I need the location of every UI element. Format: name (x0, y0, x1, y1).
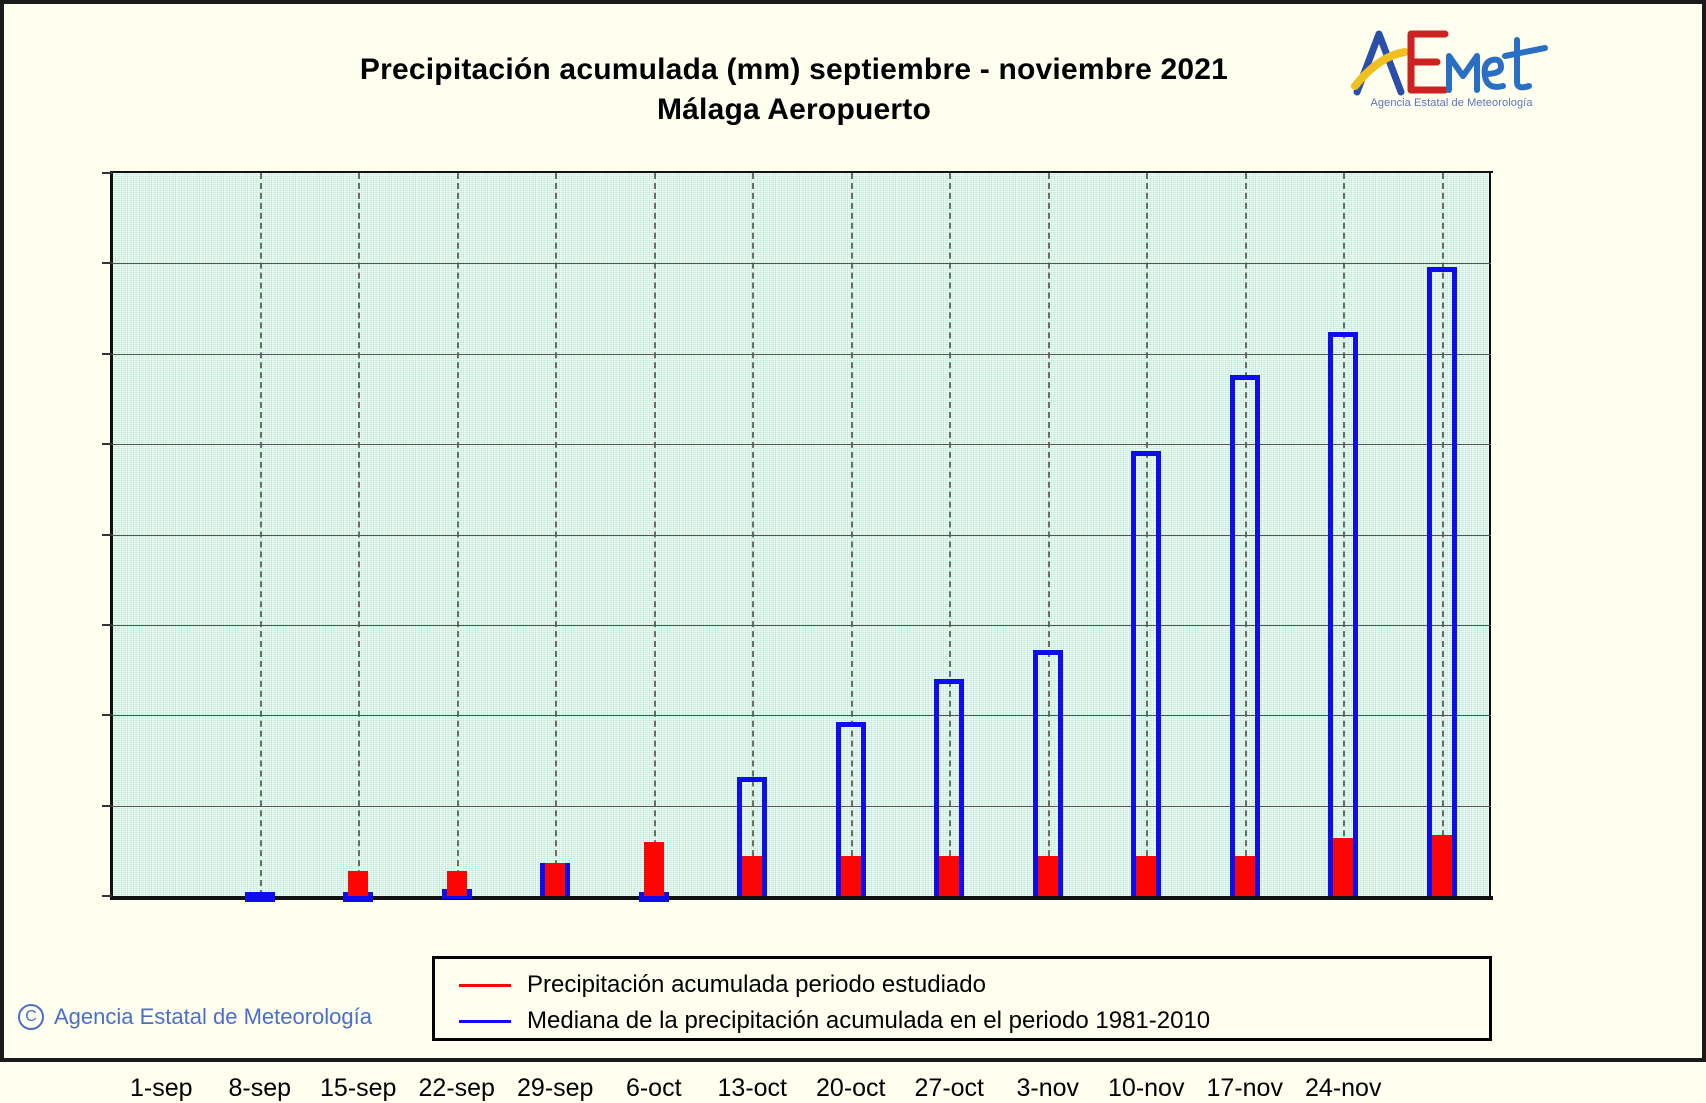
y-axis-tick (102, 262, 112, 265)
x-axis-label: 29-sep (517, 1074, 594, 1102)
gridline-vertical (358, 173, 361, 896)
x-axis-label: 22-sep (418, 1074, 495, 1102)
bar-accumulated (742, 856, 763, 896)
footer-text: Agencia Estatal de Meteorología (54, 1004, 372, 1029)
bar-accumulated (1333, 838, 1354, 896)
footer-copyright: C Agencia Estatal de Meteorología (18, 1004, 372, 1030)
page-title: Precipitación acumulada (mm) septiembre … (154, 50, 1434, 130)
title-line-2: Málaga Aeropuerto (656, 93, 931, 126)
y-axis-tick (102, 352, 112, 355)
gridline-vertical (456, 173, 459, 896)
bar-accumulated (348, 870, 369, 896)
x-axis-label: 6-oct (625, 1074, 682, 1102)
copyright-icon: C (18, 1004, 44, 1030)
gridline-horizontal (112, 715, 1491, 717)
gridline-horizontal (112, 624, 1491, 626)
x-axis-label: 17-nov (1206, 1074, 1283, 1102)
legend-item-accumulated: Precipitación acumulada periodo estudiad… (459, 967, 1489, 1003)
gridline-vertical (1146, 173, 1149, 896)
bar-accumulated (939, 856, 960, 896)
y-axis-tick (102, 172, 112, 174)
legend-label-accumulated: Precipitación acumulada periodo estudiad… (527, 971, 986, 998)
aemet-logo (1349, 22, 1549, 122)
x-axis-label: 20-oct (816, 1074, 886, 1102)
chart-plot: 0255075100125150175200 1-sep8-sep15-sep2… (102, 171, 1493, 1102)
title-line-1: Precipitación acumulada (mm) septiembre … (359, 53, 1229, 86)
bar-accumulated (1136, 856, 1157, 896)
bar-median (1131, 451, 1162, 896)
x-axis-label: 10-nov (1108, 1074, 1185, 1102)
bar-accumulated (643, 841, 664, 896)
x-axis-line (110, 896, 1493, 900)
legend-swatch-accumulated (459, 983, 511, 987)
gridline-horizontal (112, 534, 1491, 536)
gridline-vertical (752, 173, 755, 896)
gridline-vertical (555, 173, 558, 896)
bar-accumulated (840, 856, 861, 896)
legend-swatch-median (459, 1019, 511, 1023)
gridline-horizontal (112, 263, 1491, 265)
x-axis-label: 27-oct (914, 1074, 984, 1102)
aemet-logo-subtitle: Agencia Estatal de Meteorología (1370, 97, 1533, 109)
bar-accumulated (1431, 834, 1452, 896)
gridline-vertical (1244, 173, 1247, 896)
bar-median (1229, 375, 1260, 896)
gridline-vertical (653, 173, 656, 896)
chart-legend: Precipitación acumulada periodo estudiad… (432, 956, 1492, 1041)
x-axis-label: 13-oct (717, 1074, 787, 1102)
gridline-horizontal (112, 353, 1491, 355)
bar-accumulated (545, 863, 566, 896)
bar-median (1328, 332, 1359, 896)
gridline-horizontal (112, 805, 1491, 807)
bar-accumulated (446, 870, 467, 896)
gridline-vertical (1343, 173, 1346, 896)
gridline-horizontal (112, 444, 1491, 446)
bar-accumulated (1234, 856, 1255, 896)
plot-top-border (110, 171, 1493, 173)
gridline-vertical (850, 173, 853, 896)
gridline-vertical (1441, 173, 1444, 896)
x-axis-label: 15-sep (320, 1074, 397, 1102)
gridline-vertical (949, 173, 952, 896)
x-axis-label: 3-nov (1016, 1074, 1080, 1102)
bar-median (244, 892, 275, 902)
y-axis-tick (102, 804, 112, 807)
x-axis-label: 24-nov (1305, 1074, 1382, 1102)
x-axis-label: 8-sep (228, 1074, 292, 1102)
bar-accumulated (1037, 856, 1058, 896)
y-axis-tick (102, 443, 112, 446)
gridline-vertical (259, 173, 262, 896)
bar-median (1426, 266, 1457, 896)
y-axis-tick (102, 533, 112, 536)
aemet-logo-icon (1351, 30, 1548, 96)
y-axis-tick (102, 714, 112, 717)
y-axis-tick (102, 895, 112, 897)
legend-item-median: Mediana de la precipitación acumulada en… (459, 1003, 1489, 1039)
y-axis-tick (102, 623, 112, 626)
legend-label-median: Mediana de la precipitación acumulada en… (527, 1007, 1211, 1034)
x-axis-label: 1-sep (129, 1074, 193, 1102)
gridline-vertical (1047, 173, 1050, 896)
